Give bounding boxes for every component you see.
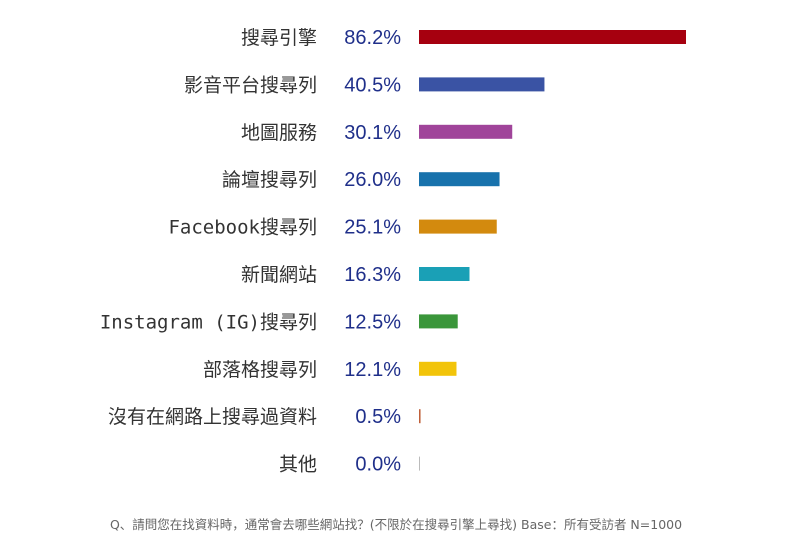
category-label: 部落格搜尋列 bbox=[203, 359, 317, 381]
bar bbox=[419, 219, 497, 234]
value-label: 40.5% bbox=[344, 74, 401, 96]
bar-row: 新聞網站 16.3% bbox=[241, 264, 470, 286]
value-label: 25.1% bbox=[344, 217, 401, 239]
bar-row: 搜尋引擎 86.2% bbox=[241, 27, 686, 49]
value-label: 12.1% bbox=[344, 359, 401, 381]
category-label: 沒有在網路上搜尋過資料 bbox=[108, 406, 317, 428]
value-label: 30.1% bbox=[344, 122, 401, 144]
category-label: Instagram (IG)搜尋列 bbox=[100, 311, 317, 333]
bar bbox=[419, 361, 457, 376]
value-label: 0.0% bbox=[355, 454, 401, 476]
bar bbox=[419, 124, 513, 139]
value-label: 12.5% bbox=[344, 311, 401, 333]
bar bbox=[419, 456, 420, 471]
chart-footnote: Q、請問您在找資料時，通常會去哪些網站找？(不限於在搜尋引擎上尋找) Base：… bbox=[109, 517, 683, 532]
category-label: 論壇搜尋列 bbox=[222, 169, 317, 191]
category-label: Facebook搜尋列 bbox=[168, 217, 317, 239]
bar-row: 部落格搜尋列 12.1% bbox=[203, 359, 457, 381]
bar-row: Instagram (IG)搜尋列 12.5% bbox=[100, 311, 458, 333]
value-label: 26.0% bbox=[344, 169, 401, 191]
bar-row: 地圖服務 30.1% bbox=[241, 122, 513, 144]
bar bbox=[419, 267, 470, 281]
bar bbox=[419, 30, 686, 44]
category-label: 新聞網站 bbox=[241, 264, 317, 286]
bar-row: 影音平台搜尋列 40.5% bbox=[184, 74, 545, 96]
value-label: 0.5% bbox=[355, 406, 401, 428]
bar-row: Facebook搜尋列 25.1% bbox=[168, 217, 497, 239]
value-label: 16.3% bbox=[344, 264, 401, 286]
bar-row: 沒有在網路上搜尋過資料 0.5% bbox=[108, 406, 421, 428]
bar bbox=[419, 314, 458, 329]
value-label: 86.2% bbox=[344, 27, 401, 49]
bar-row: 論壇搜尋列 26.0% bbox=[222, 169, 500, 191]
category-label: 地圖服務 bbox=[241, 122, 317, 144]
bar bbox=[419, 77, 545, 92]
bar bbox=[419, 409, 421, 424]
category-label: 其他 bbox=[279, 454, 317, 476]
bar bbox=[419, 172, 500, 187]
category-label: 搜尋引擎 bbox=[241, 27, 317, 49]
bar-row: 其他 0.0% bbox=[279, 454, 420, 476]
category-label: 影音平台搜尋列 bbox=[184, 74, 317, 96]
